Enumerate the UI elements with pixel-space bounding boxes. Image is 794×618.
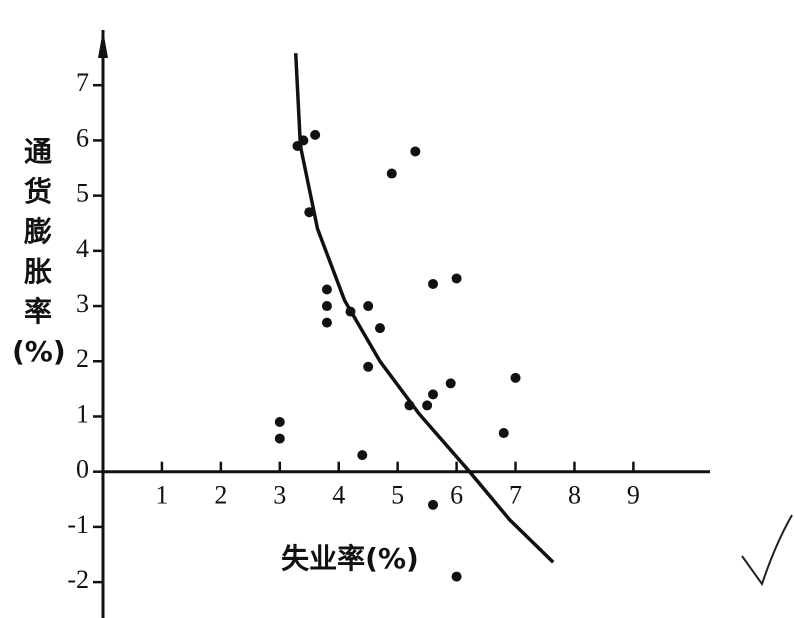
y-axis-arrow [98, 30, 108, 58]
check-mark [741, 514, 793, 587]
x-tick-label: 6 [450, 481, 463, 510]
point [374, 323, 385, 334]
point [498, 428, 509, 439]
y-tick-label: 2 [76, 344, 89, 373]
x-tick-label: 7 [509, 481, 522, 510]
y-tick-label: 3 [76, 289, 89, 318]
point [310, 129, 321, 140]
point [274, 417, 285, 427]
point [451, 273, 462, 284]
x-tick-label: 2 [214, 481, 227, 510]
x-tick-label: 8 [568, 481, 581, 510]
point [510, 372, 521, 383]
point [363, 301, 374, 312]
point [345, 306, 356, 317]
y-tick-label: 4 [76, 234, 89, 263]
point [357, 450, 368, 461]
point [404, 400, 415, 411]
point [422, 400, 433, 411]
point [321, 284, 332, 295]
point [428, 278, 439, 289]
point [321, 301, 332, 312]
y-tick-label: 7 [76, 68, 89, 97]
point [451, 571, 462, 582]
point [445, 378, 456, 389]
y-tick-label: -1 [67, 510, 89, 539]
point [386, 168, 397, 179]
y-tick-label: -2 [67, 565, 89, 594]
x-tick-label: 3 [273, 481, 286, 510]
x-axis-label: 失业率(%) [281, 542, 419, 575]
point [428, 499, 439, 510]
y-tick-label: 1 [76, 399, 89, 428]
point [304, 207, 315, 218]
y-tick-label: 6 [76, 123, 89, 152]
point [410, 146, 421, 157]
point [298, 135, 309, 146]
x-tick-label: 5 [391, 481, 404, 510]
y-tick-label: 0 [76, 455, 89, 484]
point [428, 389, 439, 400]
curve [293, 53, 555, 564]
y-tick-label: 5 [76, 179, 89, 208]
x-tick-label: 1 [155, 481, 168, 510]
point [321, 317, 332, 328]
x-tick-label: 9 [627, 481, 640, 510]
point [274, 433, 285, 444]
y-axis-label: 通货膨胀率(%) [12, 135, 66, 368]
x-tick-label: 4 [332, 481, 345, 510]
point [363, 361, 374, 372]
